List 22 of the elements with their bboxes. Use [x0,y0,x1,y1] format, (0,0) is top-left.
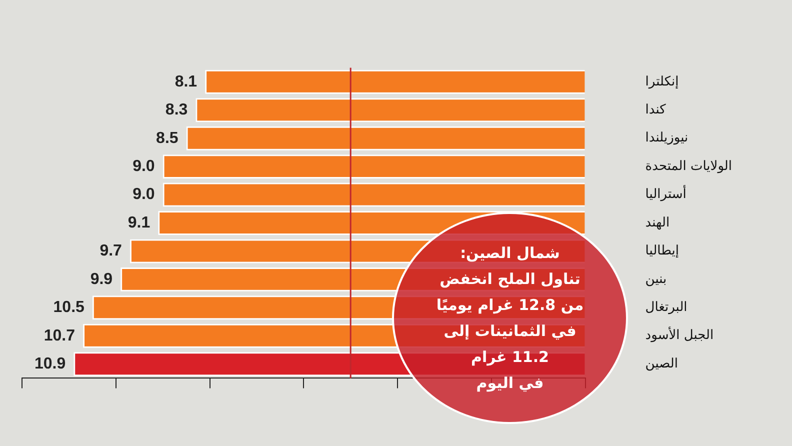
data-label: 10.5 [53,299,85,316]
data-label: 9.0 [132,186,155,204]
data-label: 8.5 [156,130,178,147]
y-tick-label: بنين [645,272,667,287]
y-tick-label: الولايات المتحدة [645,158,732,174]
data-label: 9.1 [128,214,150,232]
data-label: 9.7 [100,242,122,260]
data-label: 10.7 [44,327,76,344]
y-tick-label: أستراليا [645,185,686,202]
y-tick-label: إنكلترا [645,74,679,90]
y-tick-label: كندا [645,102,667,118]
data-label: 10.9 [34,355,66,372]
y-tick-label: الصين [645,356,678,372]
data-label: 8.1 [174,73,198,90]
data-label: 9.0 [132,158,155,175]
data-label: 9.9 [90,270,113,288]
y-tick-label: نيوزيلندا [645,130,688,146]
y-tick-label: الهند [645,215,670,230]
data-label: 8.3 [165,102,188,119]
y-tick-label: إيطاليا [645,244,680,259]
y-tick-label: البرتغال [645,300,688,316]
y-tick-label: الجبل الأسود [645,326,714,344]
